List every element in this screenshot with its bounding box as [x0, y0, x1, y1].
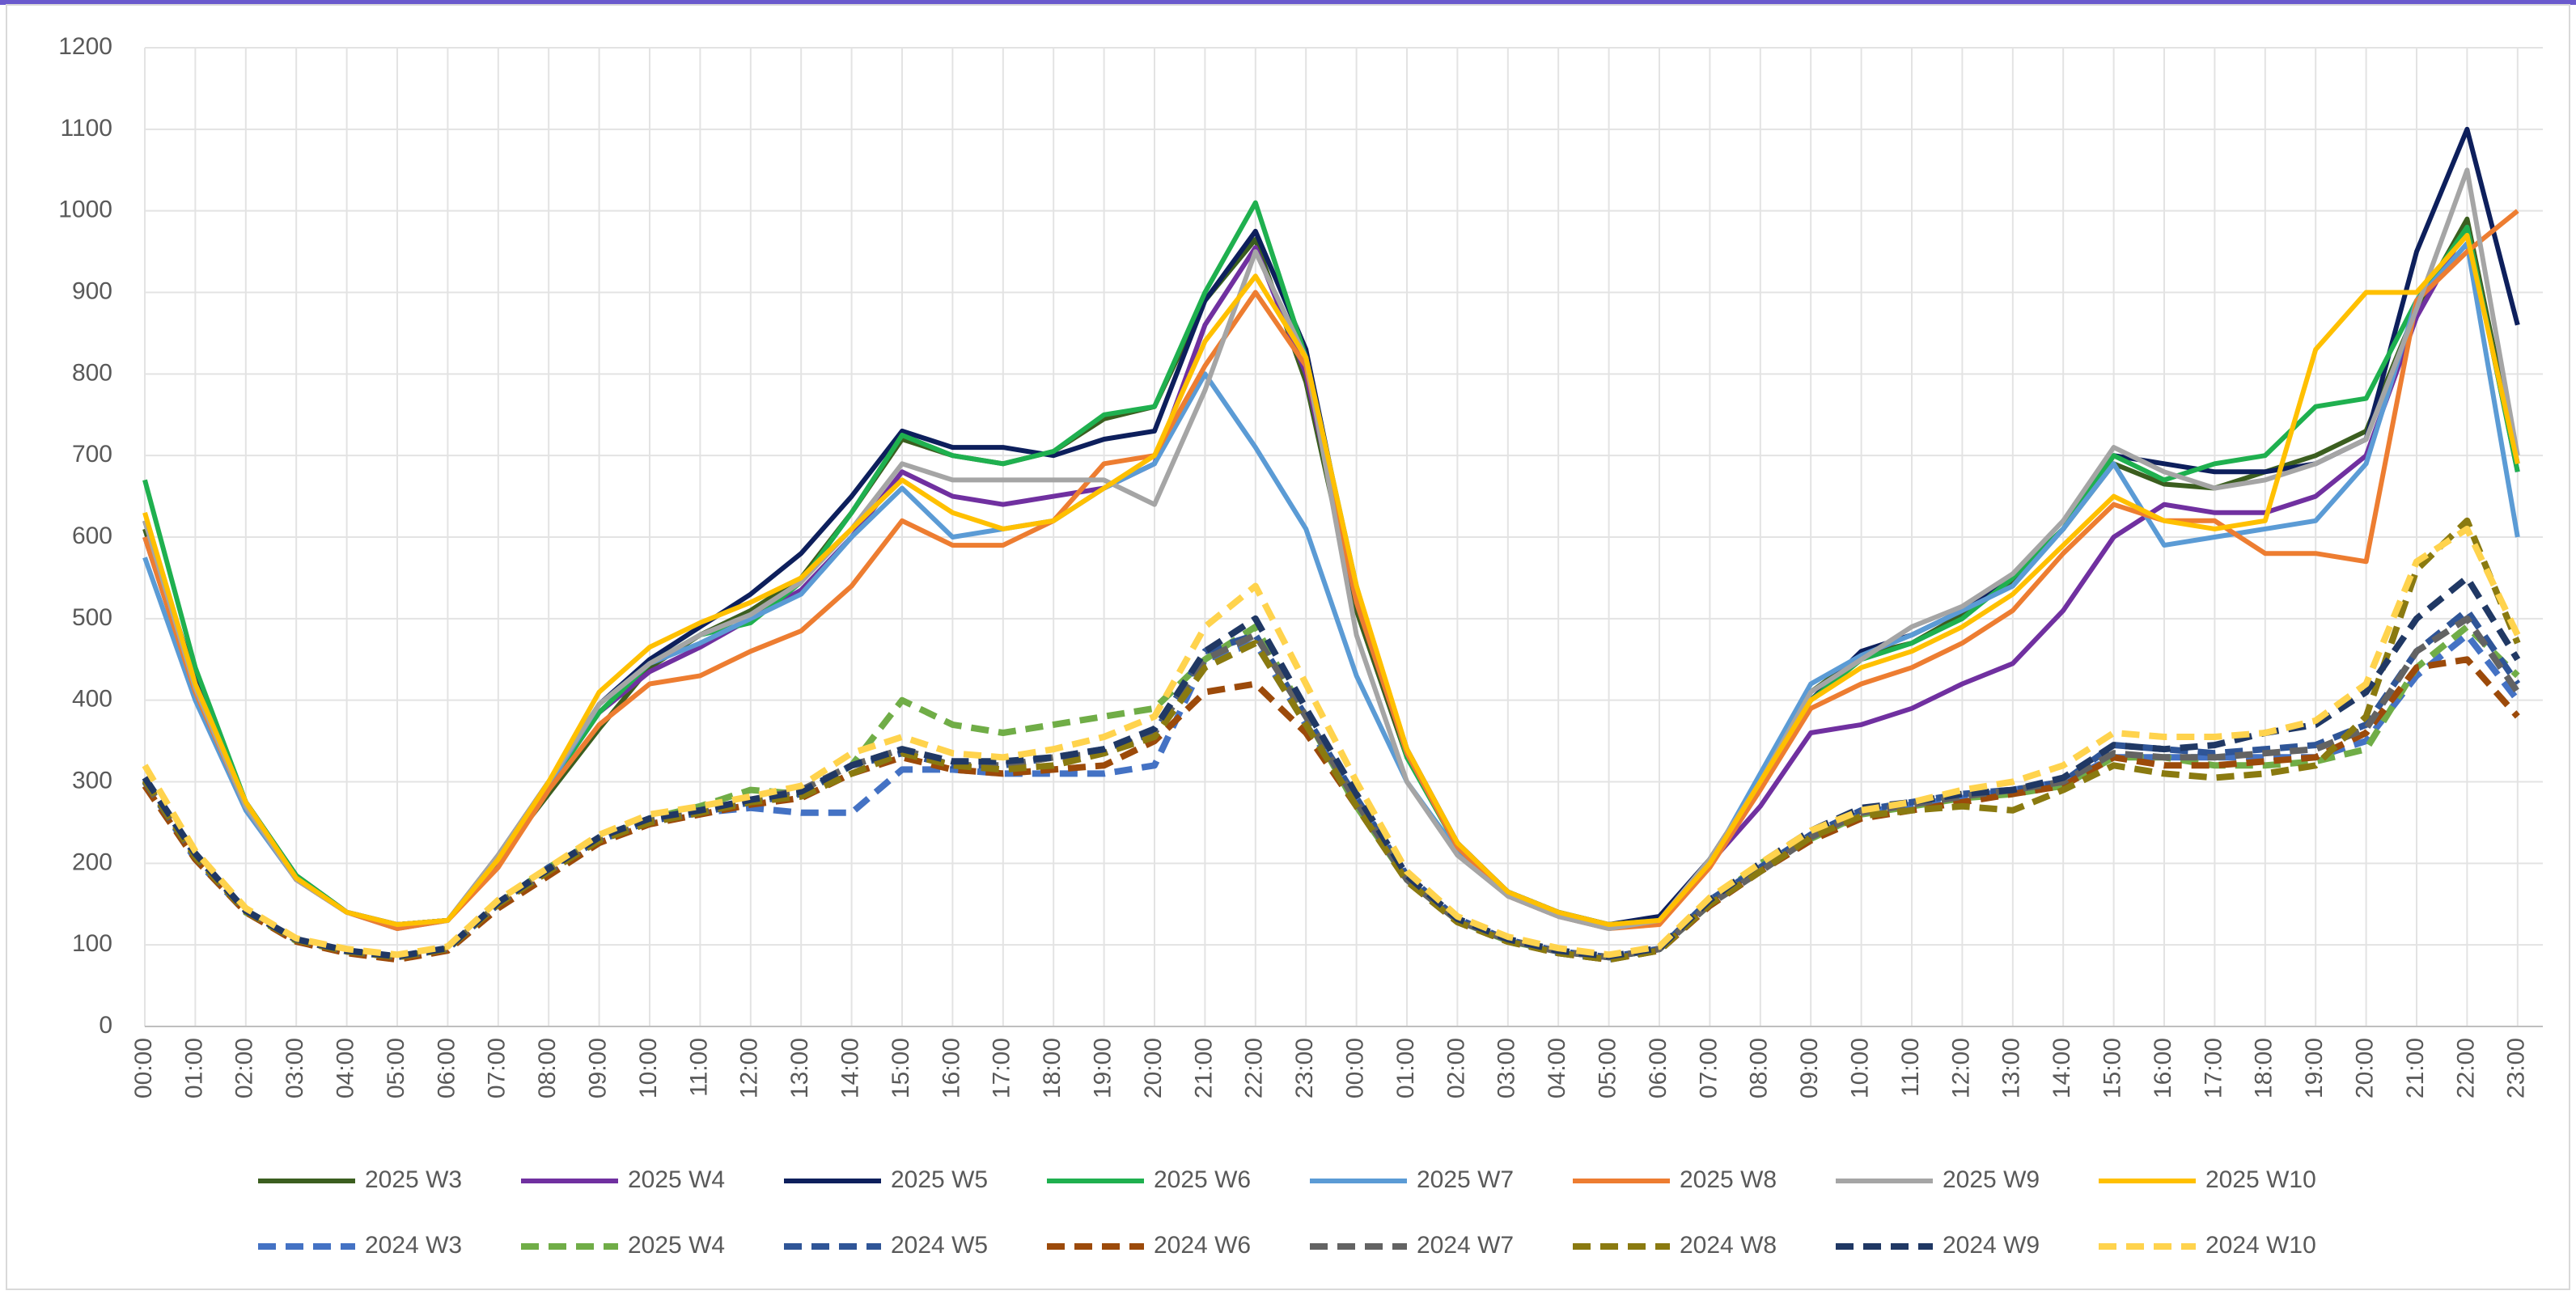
x-tick-label: 04:00 [1544, 1038, 1570, 1098]
x-tick-label: 05:00 [1595, 1038, 1621, 1098]
x-tick-label: 23:00 [2503, 1038, 2530, 1098]
x-tick-label: 14:00 [837, 1038, 864, 1098]
x-tick-label: 14:00 [2049, 1038, 2075, 1098]
x-tick-label: 08:00 [534, 1038, 561, 1098]
x-tick-label: 00:00 [130, 1038, 157, 1098]
y-tick-label: 900 [72, 277, 112, 304]
legend-label: 2024 W7 [1417, 1232, 1514, 1259]
x-tick-label: 18:00 [2251, 1038, 2277, 1098]
y-tick-label: 700 [72, 441, 112, 468]
x-tick-label: 16:00 [2150, 1038, 2176, 1098]
x-tick-label: 10:00 [1847, 1038, 1874, 1098]
x-tick-label: 18:00 [1039, 1038, 1066, 1098]
x-tick-label: 21:00 [1190, 1038, 1217, 1098]
x-tick-label: 11:00 [685, 1038, 712, 1097]
legend-label: 2025 W7 [1417, 1166, 1514, 1193]
x-tick-label: 22:00 [1241, 1038, 1268, 1098]
y-tick-label: 200 [72, 849, 112, 875]
x-tick-label: 00:00 [1342, 1038, 1369, 1098]
x-tick-label: 17:00 [989, 1038, 1015, 1098]
legend-label: 2025 W6 [1154, 1166, 1251, 1193]
x-tick-label: 12:00 [1947, 1038, 1974, 1098]
chart-frame [6, 4, 2570, 1290]
legend-label: 2025 W8 [1680, 1166, 1777, 1193]
x-tick-label: 11:00 [1897, 1038, 1924, 1097]
x-tick-label: 20:00 [2352, 1038, 2379, 1098]
y-tick-label: 1100 [60, 115, 112, 142]
x-tick-label: 20:00 [1140, 1038, 1167, 1098]
x-tick-label: 13:00 [786, 1038, 813, 1098]
x-tick-label: 02:00 [231, 1038, 258, 1098]
x-tick-label: 19:00 [1090, 1038, 1116, 1098]
legend-label: 2025 W5 [891, 1166, 988, 1193]
x-tick-label: 15:00 [2099, 1038, 2126, 1098]
legend-label: 2025 W4 [628, 1232, 725, 1259]
legend-label: 2025 W4 [628, 1166, 725, 1193]
top-border [0, 0, 2576, 5]
y-tick-label: 600 [72, 523, 112, 549]
x-tick-label: 12:00 [736, 1038, 763, 1098]
x-tick-label: 21:00 [2402, 1038, 2429, 1098]
legend-label: 2024 W8 [1680, 1232, 1777, 1259]
data-line [142, 525, 2521, 959]
x-tick-label: 04:00 [333, 1038, 359, 1098]
x-tick-label: 16:00 [938, 1038, 964, 1098]
x-tick-label: 06:00 [1645, 1038, 1671, 1098]
y-tick-label: 500 [72, 604, 112, 631]
y-tick-label: 800 [72, 359, 112, 386]
x-tick-label: 13:00 [1998, 1038, 2025, 1098]
x-tick-label: 23:00 [1291, 1038, 1318, 1098]
y-tick-label: 1200 [58, 33, 112, 60]
y-tick-label: 0 [99, 1012, 112, 1039]
legend-label: 2024 W6 [1154, 1232, 1251, 1259]
x-tick-label: 22:00 [2452, 1038, 2479, 1098]
x-tick-label: 09:00 [1796, 1038, 1823, 1098]
x-tick-label: 01:00 [1392, 1038, 1419, 1098]
x-tick-label: 03:00 [1493, 1038, 1520, 1098]
x-tick-label: 05:00 [383, 1038, 409, 1098]
data-line [142, 232, 2520, 927]
x-tick-label: 03:00 [282, 1038, 308, 1098]
legend-label: 2025 W9 [1943, 1166, 2040, 1193]
legend-label: 2024 W10 [2205, 1232, 2316, 1259]
x-tick-label: 02:00 [1443, 1038, 1469, 1098]
x-tick-label: 09:00 [585, 1038, 612, 1098]
y-tick-label: 1000 [58, 197, 112, 223]
plot-lines [142, 126, 2521, 963]
x-tick-label: 08:00 [1746, 1038, 1773, 1098]
y-tick-label: 400 [72, 686, 112, 713]
legend-label: 2024 W3 [365, 1232, 462, 1259]
x-tick-label: 07:00 [1695, 1038, 1722, 1098]
y-tick-label: 300 [72, 767, 112, 794]
x-tick-label: 07:00 [484, 1038, 511, 1098]
legend-label: 2024 W9 [1943, 1232, 2040, 1259]
axes: 00:00 01:00 02:00 03:00 04:00 05:00 06:00 07:00… [58, 33, 2543, 1098]
x-tick-label: 10:00 [635, 1038, 662, 1098]
data-line [142, 656, 2520, 963]
y-tick-label: 100 [72, 930, 112, 957]
x-tick-label: 17:00 [2200, 1038, 2226, 1098]
x-tick-label: 01:00 [180, 1038, 207, 1098]
legend-label: 2024 W5 [891, 1232, 988, 1259]
data-line [142, 615, 2521, 961]
x-tick-label: 06:00 [433, 1038, 460, 1098]
legend-label: 2025 W3 [365, 1166, 462, 1193]
x-tick-label: 15:00 [888, 1038, 914, 1098]
x-tick-label: 19:00 [2301, 1038, 2328, 1098]
legend: 2025 W3 2025 W4 2025 W5 2025 W6 2025 W7 2025 … [258, 1166, 2316, 1259]
legend-label: 2025 W10 [2205, 1166, 2316, 1193]
